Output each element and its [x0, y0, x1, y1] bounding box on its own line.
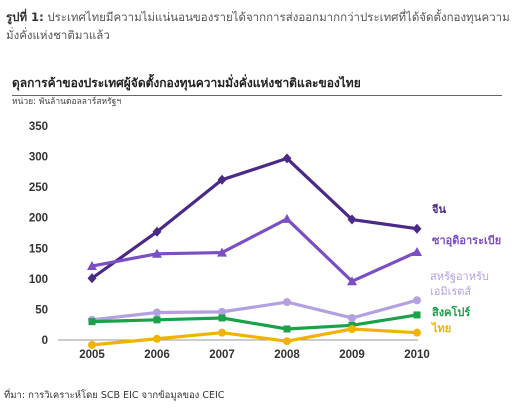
- series-label-3: สิงคโปร์: [432, 305, 471, 319]
- x-tick-label: 2005: [79, 349, 105, 361]
- data-point-circle: [88, 340, 96, 349]
- series-line-3: [91, 313, 418, 331]
- y-tick-label: 300: [29, 152, 48, 164]
- data-point-circle: [283, 337, 291, 346]
- data-point-triangle: [217, 247, 227, 257]
- x-tick-label: 2006: [144, 349, 170, 361]
- y-tick-label: 50: [35, 304, 48, 316]
- figure-caption: รูปที่ 1: ประเทศไทยมีความไม่แน่นอนของราย…: [6, 8, 514, 44]
- data-point-triangle: [412, 246, 422, 256]
- data-point-circle: [218, 328, 226, 337]
- data-point-triangle: [152, 248, 162, 258]
- data-point-square: [88, 318, 96, 326]
- y-axis-unit: หน่วย: พันล้านดอลลาร์สหรัฐฯ: [12, 97, 122, 107]
- figure-caption-text: ประเทศไทยมีความไม่แน่นอนของรายได้จากการส…: [6, 10, 510, 42]
- data-point-triangle: [282, 213, 292, 223]
- series-line-1: [91, 217, 418, 283]
- y-tick-label: 100: [29, 274, 48, 286]
- chart-title: ดุลการค้าของประเทศผู้จัดตั้งกองทุนความมั…: [12, 74, 502, 96]
- series-label-1: ซาอุดิอาระเบีย: [432, 234, 501, 248]
- series-line-2: [91, 298, 418, 322]
- data-point-circle: [348, 313, 356, 322]
- data-point-diamond: [87, 273, 97, 284]
- y-tick-label: 250: [29, 182, 48, 194]
- figure-number: รูปที่ 1:: [6, 10, 44, 24]
- series-line-0: [91, 156, 418, 280]
- data-point-triangle: [347, 276, 357, 286]
- x-tick-label: 2008: [274, 349, 300, 361]
- series-label-2: เอมิเรตส์: [430, 285, 471, 298]
- data-point-circle: [153, 334, 161, 343]
- data-point-circle: [413, 296, 421, 305]
- source-note: ที่มา: การวิเคราะห์โดย SCB EIC จากข้อมูล…: [4, 390, 225, 401]
- series-label-0: จีน: [431, 203, 446, 216]
- series-label-4: ไทย: [430, 321, 451, 335]
- series-label-2: สหรัฐอาหรับ: [430, 270, 489, 283]
- data-point-diamond: [282, 153, 292, 164]
- line-chart: 0 50 100 150 200 250 300 350 2005 2006 2007 2008 200…: [29, 121, 501, 361]
- x-tick-label: 2010: [404, 349, 430, 361]
- data-point-circle: [348, 324, 356, 333]
- data-point-circle: [283, 298, 291, 307]
- data-point-square: [413, 311, 421, 319]
- data-point-diamond: [217, 174, 227, 185]
- x-tick-label: 2007: [209, 349, 235, 361]
- data-point-diamond: [347, 214, 357, 225]
- data-point-square: [283, 325, 291, 333]
- x-tick-label: 2009: [339, 349, 365, 361]
- data-point-circle: [413, 328, 421, 337]
- y-tick-label: 0: [42, 335, 48, 347]
- data-point-circle: [153, 308, 161, 317]
- data-point-triangle: [87, 261, 97, 271]
- y-tick-label: 150: [29, 243, 48, 255]
- data-point-square: [153, 316, 161, 324]
- data-point-diamond: [152, 226, 162, 237]
- data-point-square: [218, 314, 226, 322]
- y-tick-label: 350: [29, 121, 48, 133]
- data-point-diamond: [412, 223, 422, 234]
- data-point-circle: [218, 307, 226, 316]
- series-line-4: [91, 327, 418, 347]
- y-tick-label: 200: [29, 213, 48, 225]
